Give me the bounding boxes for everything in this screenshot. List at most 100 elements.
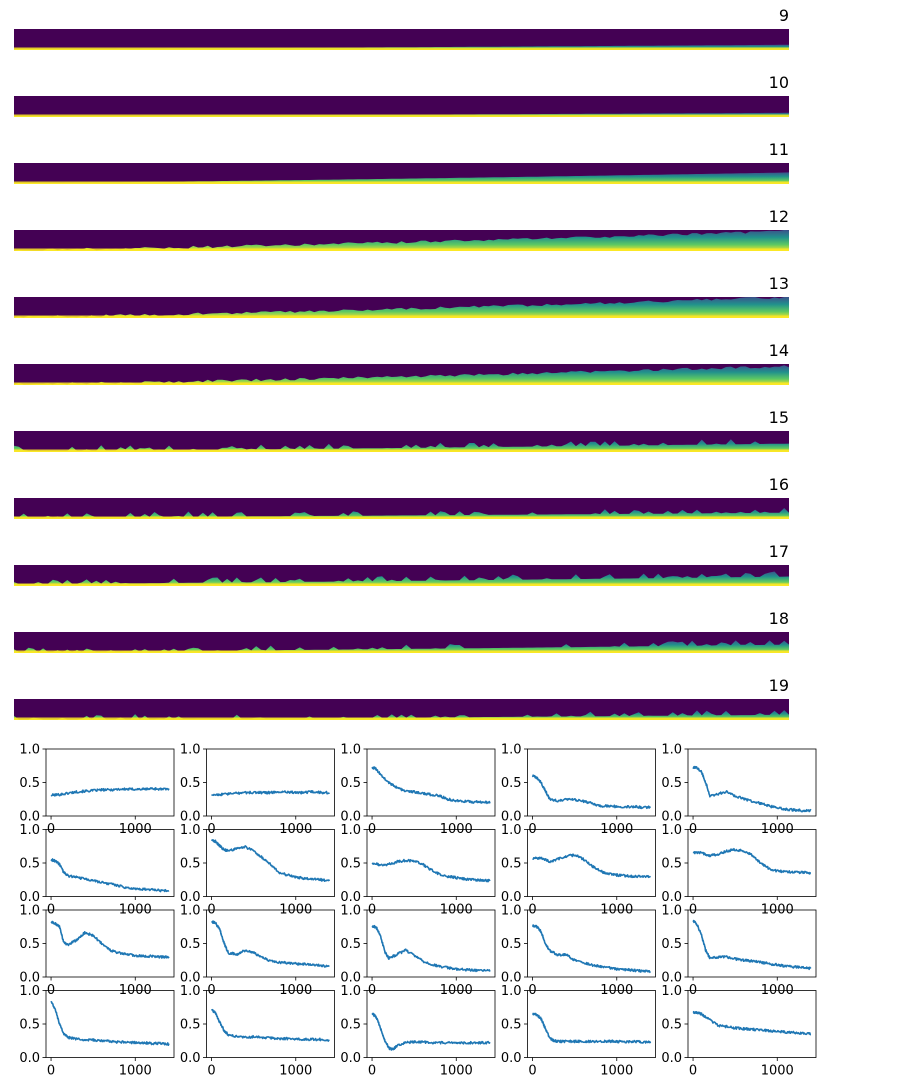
y-tick-label: 0.5: [661, 937, 682, 952]
heatmap-active-region: [14, 439, 789, 452]
y-tick-label: 0.0: [501, 971, 522, 986]
series-line: [50, 920, 170, 959]
line-subplot: 0.00.51.00 1000: [501, 984, 656, 1079]
y-tick-label: 0.0: [661, 810, 682, 825]
heatmap-bottom-band: [14, 248, 789, 251]
heatmap-title: 19: [769, 676, 789, 695]
heatmap-bottom-band: [14, 717, 789, 720]
heatmap-panel: 12: [14, 207, 789, 251]
x-tick-label: 0: [689, 1064, 697, 1079]
y-tick-label: 1.0: [661, 984, 682, 999]
y-tick-label: 0.5: [340, 776, 361, 791]
line-subplot: 0.00.51.00 1000: [661, 984, 817, 1079]
heatmap-title: 9: [779, 6, 789, 25]
y-tick-label: 1.0: [19, 904, 40, 919]
heatmap-stack: 9 10 11 12 13 14 15 16 17 18 19: [14, 6, 789, 720]
line-subplot: 0.00.51.00 1000: [340, 984, 496, 1079]
series-line: [371, 766, 491, 805]
heatmap-background: [14, 29, 789, 50]
x-tick-label: 1000: [600, 1064, 633, 1079]
y-tick-label: 0.0: [661, 1051, 682, 1066]
heatmap-title: 18: [769, 609, 789, 628]
heatmap-bottom-band: [14, 114, 789, 117]
x-tick-label: 0: [207, 1064, 215, 1079]
y-tick-label: 0.5: [501, 937, 522, 952]
heatmap-active-region: [14, 508, 789, 519]
y-tick-label: 0.0: [19, 810, 40, 825]
series-line: [692, 919, 812, 971]
series-line: [210, 839, 331, 882]
series-line: [211, 790, 330, 797]
y-tick-label: 0.0: [661, 890, 682, 905]
y-tick-label: 0.5: [19, 1018, 40, 1033]
series-line: [371, 924, 491, 973]
x-tick-label: 0: [528, 1064, 536, 1079]
heatmap-active-region: [14, 297, 789, 318]
heatmap-title: 14: [769, 341, 789, 360]
heatmap-bottom-band: [14, 315, 789, 318]
line-subplot: 0.00.51.00 1000: [180, 743, 335, 837]
y-tick-label: 0.0: [661, 971, 682, 986]
y-tick-label: 1.0: [501, 823, 522, 838]
heatmap-panel: 10: [14, 73, 789, 117]
series-line: [532, 1012, 652, 1044]
heatmap-panel: 11: [14, 140, 789, 184]
y-tick-label: 0.0: [180, 890, 201, 905]
series-line: [210, 1008, 330, 1042]
y-tick-label: 0.5: [180, 937, 201, 952]
series-line: [371, 1012, 491, 1051]
heatmap-active-region: [14, 571, 789, 586]
heatmap-panel: 9: [14, 6, 789, 50]
y-tick-label: 1.0: [340, 743, 361, 758]
y-tick-label: 0.5: [180, 857, 201, 872]
y-tick-label: 0.5: [661, 857, 682, 872]
x-tick-label: 1000: [440, 1064, 473, 1079]
x-tick-label: 1000: [119, 1064, 152, 1079]
heatmap-panel: 14: [14, 341, 789, 385]
heatmap-panel: 16: [14, 475, 789, 519]
series-line: [692, 1010, 812, 1036]
heatmap-active-region: [14, 640, 789, 653]
y-tick-label: 1.0: [501, 904, 522, 919]
heatmap-bottom-band: [14, 449, 789, 452]
y-tick-label: 0.5: [180, 1018, 201, 1033]
heatmap-bottom-band: [14, 47, 789, 50]
y-tick-label: 1.0: [501, 984, 522, 999]
x-tick-label: 0: [47, 1064, 55, 1079]
y-tick-label: 0.5: [340, 1018, 361, 1033]
line-subplot: 0.00.51.00 1000: [19, 823, 175, 918]
heatmap-title: 16: [769, 475, 789, 494]
y-tick-label: 1.0: [19, 984, 40, 999]
series-line: [50, 787, 170, 797]
series-line: [692, 765, 812, 813]
heatmap-panel: 13: [14, 274, 789, 318]
y-tick-label: 0.0: [19, 890, 40, 905]
y-tick-label: 1.0: [180, 904, 201, 919]
y-tick-label: 0.0: [501, 890, 522, 905]
y-tick-label: 0.0: [180, 971, 201, 986]
heatmap-bottom-band: [14, 181, 789, 184]
y-tick-label: 0.5: [19, 937, 40, 952]
y-tick-label: 0.5: [340, 857, 361, 872]
series-line: [50, 1000, 170, 1046]
heatmap-bottom-band: [14, 516, 789, 519]
y-tick-label: 1.0: [180, 823, 201, 838]
y-tick-label: 0.5: [661, 776, 682, 791]
heatmap-title: 10: [769, 73, 789, 92]
y-tick-label: 0.0: [340, 890, 361, 905]
heatmap-bottom-band: [14, 382, 789, 385]
series-line: [692, 847, 812, 875]
heatmap-title: 15: [769, 408, 789, 427]
y-tick-label: 0.5: [19, 857, 40, 872]
heatmap-panel: 15: [14, 408, 789, 452]
y-tick-label: 0.0: [501, 810, 522, 825]
x-tick-label: 1000: [761, 1064, 794, 1079]
y-tick-label: 1.0: [661, 904, 682, 919]
heatmap-title: 17: [769, 542, 789, 561]
series-line: [531, 774, 652, 810]
y-tick-label: 1.0: [180, 984, 201, 999]
y-tick-label: 0.5: [501, 1018, 522, 1033]
line-plot-grid: 0.0 0.5 1.0 0 1000 0.0 0.5 1.0 0 1000 0.0 0.5 1.0 0 10…: [19, 743, 817, 1079]
heatmap-active-region: [14, 172, 789, 184]
